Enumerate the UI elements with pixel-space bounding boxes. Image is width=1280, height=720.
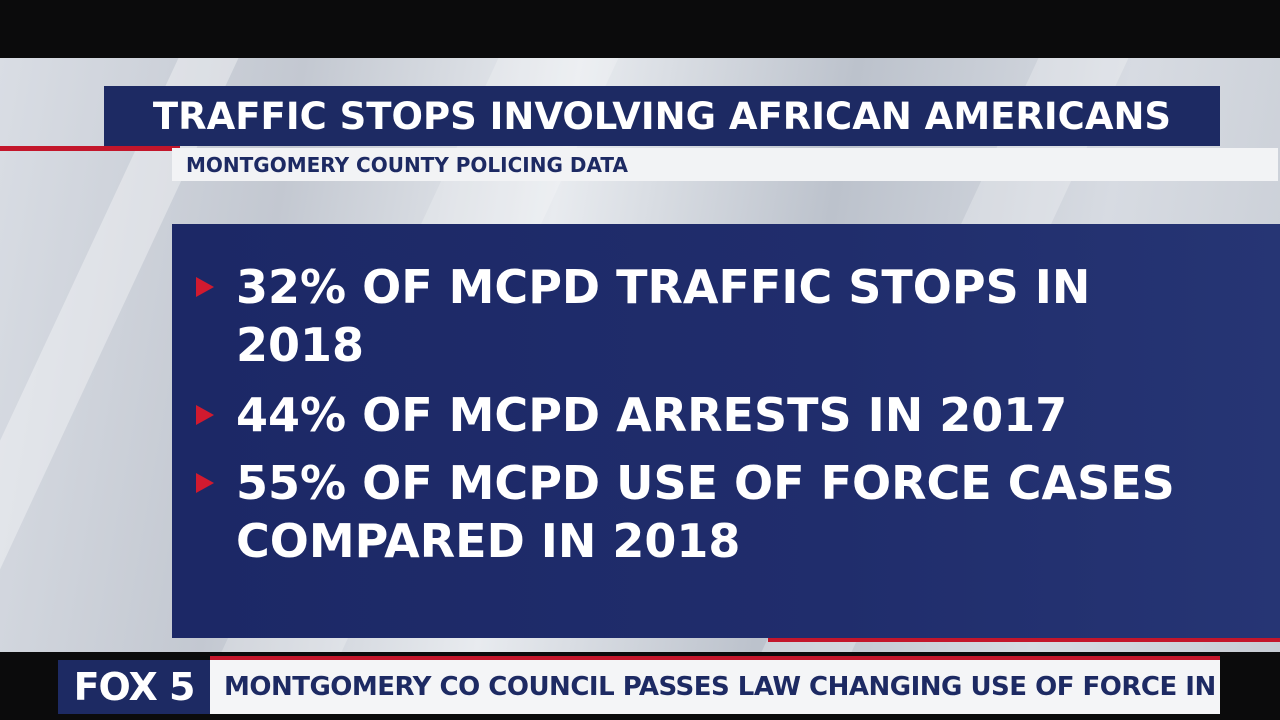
fox5-logo: FOX 5: [58, 660, 210, 714]
stat-bullet: 44% OF MCPD ARRESTS IN 2017: [196, 386, 1186, 444]
triangle-bullet-icon: [196, 473, 214, 493]
stat-bullet: 32% OF MCPD TRAFFIC STOPS IN 2018: [196, 258, 1186, 374]
headline-ticker: MONTGOMERY CO COUNCIL PASSES LAW CHANGIN…: [210, 660, 1220, 714]
triangle-bullet-icon: [196, 277, 214, 297]
accent-line: [768, 638, 1280, 642]
stat-bullet: 55% OF MCPD USE OF FORCE CASES COMPARED …: [196, 454, 1186, 570]
stat-text: 44% OF MCPD ARRESTS IN 2017: [236, 388, 1068, 442]
graphic-title: TRAFFIC STOPS INVOLVING AFRICAN AMERICAN…: [104, 86, 1220, 146]
accent-line: [0, 146, 180, 151]
stat-text: 32% OF MCPD TRAFFIC STOPS IN 2018: [236, 260, 1091, 372]
triangle-bullet-icon: [196, 405, 214, 425]
stat-text: 55% OF MCPD USE OF FORCE CASES COMPARED …: [236, 456, 1175, 568]
graphic-subtitle: MONTGOMERY COUNTY POLICING DATA: [172, 148, 1278, 181]
stats-panel: 32% OF MCPD TRAFFIC STOPS IN 2018 44% OF…: [172, 224, 1280, 638]
letterbox-top: [0, 0, 1280, 58]
ticker-accent-line: [210, 656, 1220, 660]
